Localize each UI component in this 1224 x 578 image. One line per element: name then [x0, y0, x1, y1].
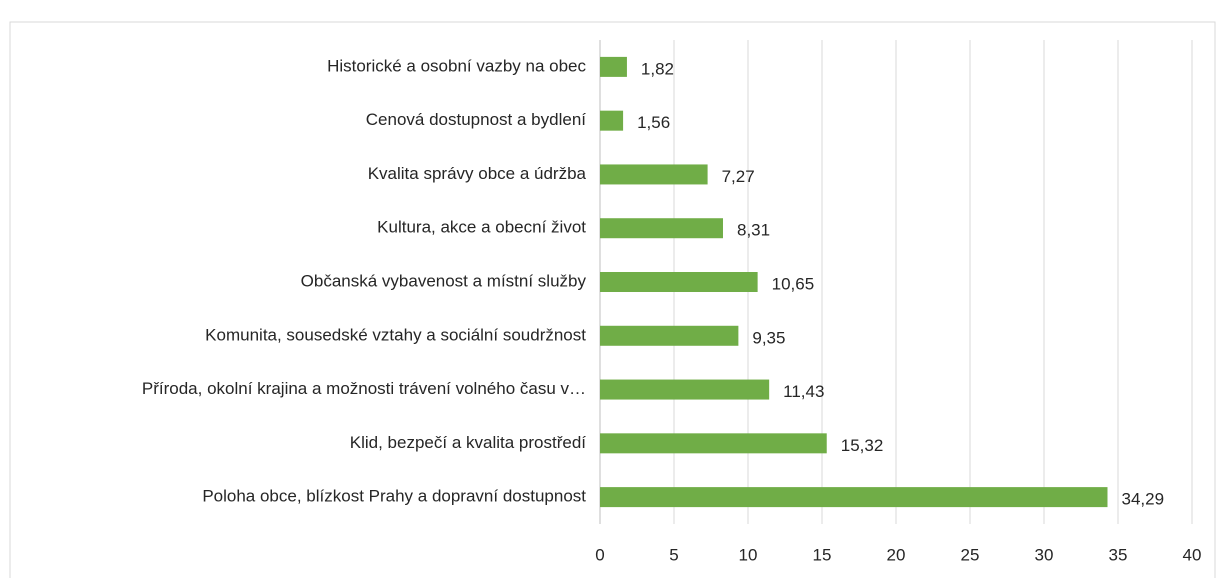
bar — [600, 325, 739, 346]
bar — [600, 56, 627, 77]
value-label: 1,82 — [641, 59, 674, 78]
value-label: 34,29 — [1121, 490, 1164, 509]
bar — [600, 487, 1108, 508]
value-label: 15,32 — [841, 436, 884, 455]
y-tick-label: Poloha obce, blízkost Prahy a dopravní d… — [202, 487, 586, 506]
bar — [600, 218, 723, 239]
y-tick-label: Příroda, okolní krajina a možnosti tráve… — [142, 379, 586, 398]
value-label: 11,43 — [783, 382, 824, 401]
bar — [600, 110, 624, 131]
x-tick-label: 5 — [669, 545, 678, 564]
y-tick-label: Historické a osobní vazby na obec — [327, 56, 586, 75]
bar — [600, 272, 758, 292]
x-tick-label: 20 — [887, 545, 906, 564]
value-label: 9,35 — [752, 328, 785, 347]
y-tick-label: Cenová dostupnost a bydlení — [366, 110, 586, 129]
bar — [600, 164, 708, 185]
x-tick-label: 25 — [961, 545, 980, 564]
x-tick-label: 0 — [595, 545, 604, 564]
value-label: 7,27 — [722, 167, 755, 186]
x-tick-label: 30 — [1035, 545, 1054, 564]
value-label: 10,65 — [772, 274, 815, 293]
y-tick-label: Kultura, akce a obecní život — [377, 218, 586, 237]
x-tick-label: 10 — [739, 545, 758, 564]
x-tick-label: 40 — [1183, 545, 1202, 564]
y-tick-label: Klid, bezpečí a kvalita prostředí — [350, 433, 587, 452]
value-label: 8,31 — [737, 221, 770, 240]
x-tick-label: 35 — [1109, 545, 1128, 564]
y-tick-label: Kvalita správy obce a údržba — [368, 164, 587, 183]
bar — [600, 433, 827, 454]
bar — [600, 379, 770, 400]
y-tick-label: Komunita, sousedské vztahy a sociální so… — [205, 325, 586, 344]
y-tick-label: Občanská vybavenost a místní služby — [301, 271, 587, 290]
x-tick-label: 15 — [813, 545, 832, 564]
value-label: 1,56 — [637, 113, 670, 132]
